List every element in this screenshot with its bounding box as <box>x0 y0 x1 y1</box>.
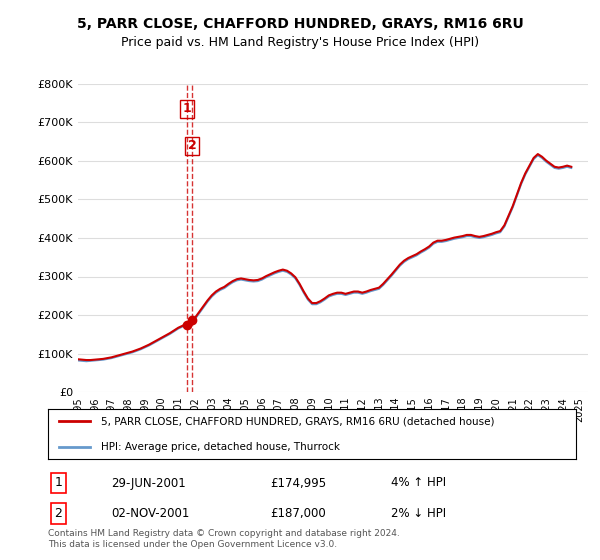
Text: 5, PARR CLOSE, CHAFFORD HUNDRED, GRAYS, RM16 6RU (detached house): 5, PARR CLOSE, CHAFFORD HUNDRED, GRAYS, … <box>101 417 494 426</box>
Text: 4% ↑ HPI: 4% ↑ HPI <box>391 477 446 489</box>
Text: 2% ↓ HPI: 2% ↓ HPI <box>391 507 446 520</box>
Text: 2: 2 <box>188 139 197 152</box>
Text: £174,995: £174,995 <box>270 477 326 489</box>
Text: Contains HM Land Registry data © Crown copyright and database right 2024.
This d: Contains HM Land Registry data © Crown c… <box>48 529 400 549</box>
Text: 2: 2 <box>55 507 62 520</box>
Text: 1: 1 <box>182 102 191 115</box>
Text: 29-JUN-2001: 29-JUN-2001 <box>112 477 186 489</box>
Text: 1: 1 <box>55 477 62 489</box>
Text: Price paid vs. HM Land Registry's House Price Index (HPI): Price paid vs. HM Land Registry's House … <box>121 36 479 49</box>
Text: HPI: Average price, detached house, Thurrock: HPI: Average price, detached house, Thur… <box>101 442 340 451</box>
Text: £187,000: £187,000 <box>270 507 326 520</box>
Text: 5, PARR CLOSE, CHAFFORD HUNDRED, GRAYS, RM16 6RU: 5, PARR CLOSE, CHAFFORD HUNDRED, GRAYS, … <box>77 17 523 31</box>
Text: 02-NOV-2001: 02-NOV-2001 <box>112 507 190 520</box>
